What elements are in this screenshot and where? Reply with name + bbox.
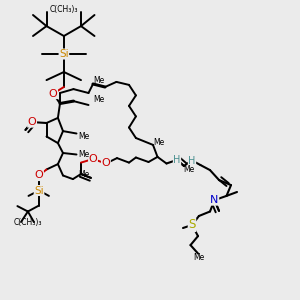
Text: C(CH₃)₃: C(CH₃)₃ [14,218,42,227]
Text: S: S [188,218,196,232]
Text: Me: Me [79,132,90,141]
Text: Me: Me [93,76,104,85]
Text: N: N [210,195,219,205]
Text: H: H [173,155,181,165]
Text: O: O [88,154,98,164]
Text: C(CH₃)₃: C(CH₃)₃ [50,5,78,14]
Text: Me: Me [193,254,205,262]
Text: Me: Me [79,150,90,159]
Text: Si: Si [34,185,44,196]
Text: O: O [49,88,58,99]
Text: O: O [28,117,37,127]
Text: O: O [34,170,43,181]
Text: O: O [101,158,110,169]
Text: Me: Me [93,94,104,103]
Text: Me: Me [153,138,164,147]
Text: Me: Me [79,170,90,179]
Text: Me: Me [183,165,194,174]
Text: Si: Si [59,49,69,59]
Text: H: H [188,155,196,166]
